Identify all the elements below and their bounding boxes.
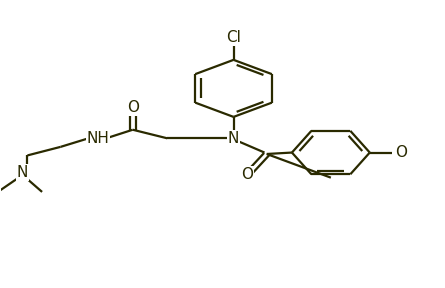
Text: Cl: Cl bbox=[226, 30, 241, 45]
Text: O: O bbox=[127, 100, 139, 115]
Text: O: O bbox=[241, 167, 253, 182]
Text: O: O bbox=[396, 145, 408, 160]
Text: NH: NH bbox=[87, 131, 109, 146]
Text: N: N bbox=[16, 165, 28, 180]
Text: N: N bbox=[228, 131, 239, 146]
